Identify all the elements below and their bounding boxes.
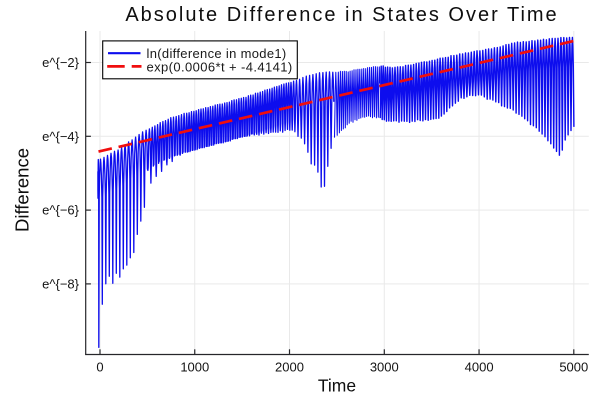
svg-text:exp(0.0006*t + -4.4141): exp(0.0006*t + -4.4141) xyxy=(147,59,293,74)
svg-text:4000: 4000 xyxy=(465,360,494,375)
svg-text:Difference: Difference xyxy=(12,148,33,232)
svg-text:3000: 3000 xyxy=(370,360,399,375)
svg-text:ln(difference in mode1): ln(difference in mode1) xyxy=(147,46,287,61)
svg-text:e^{−2}: e^{−2} xyxy=(42,55,79,70)
svg-text:Time: Time xyxy=(318,376,356,396)
svg-text:e^{−8}: e^{−8} xyxy=(42,277,79,292)
svg-text:0: 0 xyxy=(96,360,103,375)
svg-text:Absolute Difference in States: Absolute Difference in States Over Time xyxy=(125,4,558,26)
svg-text:5000: 5000 xyxy=(559,360,588,375)
svg-text:1000: 1000 xyxy=(180,360,209,375)
svg-text:e^{−6}: e^{−6} xyxy=(42,203,79,218)
svg-text:2000: 2000 xyxy=(275,360,304,375)
svg-text:e^{−4}: e^{−4} xyxy=(42,129,79,144)
